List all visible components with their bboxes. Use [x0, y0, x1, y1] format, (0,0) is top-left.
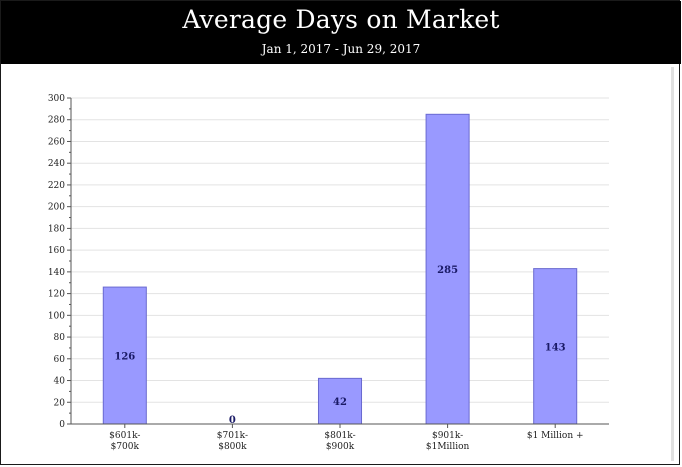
y-tick-label: 300: [48, 94, 65, 104]
bar-value-label: 143: [545, 342, 566, 353]
bars: [102, 113, 578, 425]
chart-header: Average Days on Market Jan 1, 2017 - Jun…: [1, 1, 681, 64]
x-category-label: $601k-: [109, 431, 140, 441]
y-tick-label: 260: [48, 137, 65, 147]
x-category-label: $901k-: [432, 431, 463, 441]
bar: [533, 268, 578, 425]
axes: [67, 97, 609, 428]
bar: [317, 377, 363, 425]
y-tick-label: 240: [48, 159, 65, 169]
y-tick-label: 80: [54, 333, 66, 343]
y-tick-label: 60: [54, 355, 66, 365]
y-tick-label: 20: [54, 398, 66, 408]
bar-value-label: 0: [229, 415, 236, 426]
bar: [425, 113, 470, 425]
y-tick-label: 120: [48, 290, 65, 300]
chart-panel: 0 20 40 60 80 100 120 140 160 180 200 220 240 260 280 3…: [11, 67, 671, 461]
x-category-label: $1 Million +: [527, 431, 584, 441]
x-category-label: $900k: [326, 442, 355, 452]
y-tick-label: 140: [48, 268, 65, 278]
y-tick-label: 280: [48, 116, 65, 126]
panel-divider: [671, 67, 674, 461]
y-tick-label: 200: [48, 203, 65, 213]
bar-value-label: 285: [437, 265, 458, 276]
grid-lines: [71, 97, 609, 403]
bar-value-label: 42: [333, 397, 347, 408]
y-tick-label: 0: [59, 420, 65, 430]
x-category-label: $700k: [111, 442, 140, 452]
x-category-label: $801k-: [324, 431, 355, 441]
bar-chart: 0 20 40 60 80 100 120 140 160 180 200 220 240 260 280 3…: [48, 94, 609, 452]
bar-value-label: 126: [114, 352, 135, 363]
x-category-label: $701k-: [217, 431, 248, 441]
chart-subtitle: Jan 1, 2017 - Jun 29, 2017: [261, 42, 421, 56]
bar: [102, 286, 147, 425]
x-category-label: $800k: [218, 442, 247, 452]
x-category-label: $1Million: [426, 442, 470, 452]
chart-title: Average Days on Market: [182, 5, 500, 34]
y-tick-label: 220: [48, 181, 65, 191]
y-tick-label: 160: [48, 246, 65, 256]
y-tick-label: 180: [48, 224, 65, 234]
y-tick-label: 40: [54, 377, 66, 387]
labels: 0 20 40 60 80 100 120 140 160 180 200 220 240 260 280 3…: [48, 94, 584, 452]
y-tick-label: 100: [48, 311, 65, 321]
